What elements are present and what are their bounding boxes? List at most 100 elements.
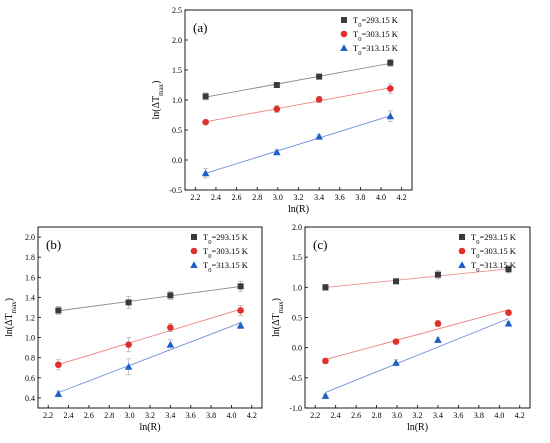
data-point <box>316 73 323 80</box>
legend-marker <box>190 261 198 268</box>
data-point <box>237 307 244 314</box>
x-tick-label: 3.8 <box>474 411 484 420</box>
y-tick-label: 1.6 <box>25 273 35 282</box>
y-tick-label: 1.0 <box>25 334 35 343</box>
fit-line <box>58 285 241 312</box>
data-point <box>393 278 400 285</box>
data-point <box>124 362 133 370</box>
x-tick-label: 3.4 <box>165 411 175 420</box>
data-point <box>392 338 400 345</box>
x-tick-label: 3.2 <box>413 411 423 420</box>
data-point <box>166 340 175 348</box>
data-point <box>167 324 174 331</box>
y-tick-label: 1.2 <box>25 314 35 323</box>
data-point <box>273 82 280 88</box>
x-axis-label: ln(R) <box>288 204 309 215</box>
x-tick-label: 3.0 <box>273 193 283 202</box>
data-point <box>434 271 441 278</box>
y-tick-label: 0.6 <box>25 374 35 383</box>
fit-line <box>205 87 391 123</box>
fit-line <box>58 322 241 394</box>
series-3 <box>54 321 245 398</box>
legend: T0=293.15 KT0=303.15 KT0=313.15 K <box>340 15 399 57</box>
y-tick-label: 0.5 <box>172 126 182 135</box>
x-tick-label: 3.8 <box>206 411 216 420</box>
data-point <box>273 148 281 156</box>
x-axis-label: ln(R) <box>407 422 428 433</box>
y-tick-label: 2.5 <box>172 6 182 15</box>
x-tick-label: 2.8 <box>372 411 382 420</box>
data-point <box>273 105 281 113</box>
x-tick-label: 2.8 <box>104 411 114 420</box>
x-tick-label: 2.4 <box>64 411 74 420</box>
fit-line <box>325 309 509 361</box>
data-point <box>315 132 323 140</box>
data-point <box>434 320 442 327</box>
x-tick-label: 3.4 <box>314 193 324 202</box>
y-tick-label: 0.4 <box>25 394 35 403</box>
y-tick-label: 2.0 <box>172 36 182 45</box>
legend-label: T0=303.15 K <box>203 246 249 260</box>
fit-line <box>58 308 241 365</box>
y-axis-label: ln(ΔTmax) <box>4 298 18 337</box>
series-2 <box>55 305 244 371</box>
data-point <box>237 283 244 290</box>
y-axis-label: ln(ΔTmax) <box>271 298 285 337</box>
y-tick-label: 1.0 <box>172 96 182 105</box>
legend-marker <box>341 17 347 23</box>
legend-marker <box>458 261 466 268</box>
x-tick-label: 2.8 <box>252 193 262 202</box>
chart-panel-c: 2.2 2.4 2.6 2.8 3.0 3.2 3.4 3.6 3.8 4.0 4.2 -1.0 -0.… <box>271 223 531 433</box>
series-2 <box>322 309 512 365</box>
x-tick-label: 2.4 <box>211 193 221 202</box>
panel-label: (c) <box>313 237 327 252</box>
data-point <box>321 392 330 399</box>
x-tick-label: 4.2 <box>397 193 407 202</box>
data-point <box>505 309 512 316</box>
x-tick-label: 2.2 <box>43 411 53 420</box>
chart-panel-b: 2.2 2.4 2.6 2.8 3.0 3.2 3.4 3.6 3.8 4.0 4.2 0.4 0.6 0… <box>4 226 263 433</box>
y-tick-label: -0.5 <box>289 374 302 383</box>
fit-line <box>205 62 391 98</box>
y-tick-label: -0.5 <box>169 186 182 195</box>
data-point <box>322 357 329 365</box>
y-axis-label: ln(ΔTmax) <box>151 80 165 119</box>
x-tick-label: 3.8 <box>355 193 365 202</box>
x-tick-label: 4.0 <box>494 411 504 420</box>
y-tick-label: 2.0 <box>25 233 35 242</box>
y-tick-label: 1.4 <box>25 293 35 302</box>
x-tick-label: 3.2 <box>145 411 155 420</box>
legend-label: T0=293.15 K <box>353 15 399 29</box>
y-tick-label: 0.8 <box>25 354 35 363</box>
legend-label: T0=313.15 K <box>353 43 399 57</box>
data-point <box>167 292 174 299</box>
data-point <box>387 59 394 66</box>
data-point <box>322 284 329 291</box>
legend-label: T0=293.15 K <box>203 232 249 246</box>
data-point <box>202 93 209 100</box>
x-tick-label: 3.0 <box>392 411 402 420</box>
series-1 <box>202 58 394 101</box>
panel-label: (a) <box>193 20 207 35</box>
legend-label: T0=313.15 K <box>203 260 249 274</box>
legend-marker <box>340 30 348 38</box>
data-point <box>315 96 323 103</box>
series-1 <box>55 280 244 315</box>
data-point <box>201 169 210 177</box>
x-tick-label: 3.4 <box>433 411 443 420</box>
x-tick-label: 3.2 <box>294 193 304 202</box>
x-tick-label: 4.2 <box>247 411 257 420</box>
x-tick-label: 4.2 <box>515 411 525 420</box>
y-tick-label: -1.0 <box>289 404 302 413</box>
x-tick-label: 4.0 <box>226 411 236 420</box>
legend-marker <box>458 247 466 255</box>
legend-label: T0=293.15 K <box>471 232 517 246</box>
data-point <box>434 336 442 343</box>
series-3 <box>201 110 395 179</box>
data-point <box>505 266 512 273</box>
data-point <box>504 319 513 327</box>
x-tick-label: 2.6 <box>232 193 242 202</box>
y-tick-label: 0.0 <box>172 156 182 165</box>
data-point <box>54 390 63 397</box>
